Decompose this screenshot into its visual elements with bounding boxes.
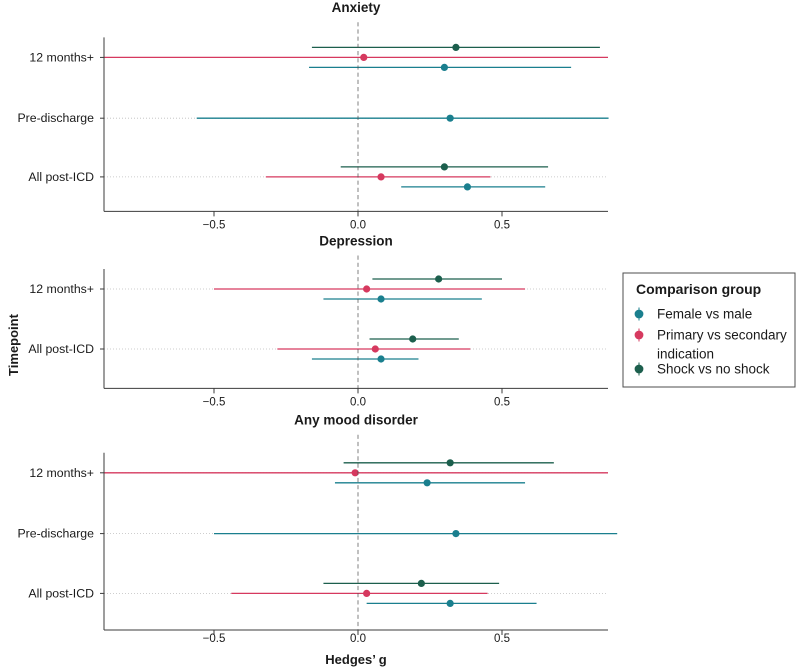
svg-text:0.5: 0.5 — [494, 633, 510, 645]
svg-text:Hedges’ g: Hedges’ g — [325, 652, 386, 667]
svg-text:12 months+: 12 months+ — [29, 50, 94, 64]
svg-text:Pre-discharge: Pre-discharge — [17, 527, 94, 541]
svg-text:Depression: Depression — [319, 234, 393, 249]
svg-text:All post-ICD: All post-ICD — [28, 586, 94, 600]
svg-text:Any mood disorder: Any mood disorder — [294, 413, 419, 428]
svg-text:0.0: 0.0 — [350, 397, 366, 409]
svg-text:−0.5: −0.5 — [203, 397, 226, 409]
svg-text:Primary vs secondary: Primary vs secondary — [657, 328, 787, 343]
svg-text:indication: indication — [657, 347, 714, 362]
svg-text:−0.5: −0.5 — [203, 633, 226, 645]
svg-text:0.0: 0.0 — [350, 220, 366, 232]
svg-text:Comparison group: Comparison group — [636, 281, 761, 297]
svg-text:Shock vs no shock: Shock vs no shock — [657, 362, 770, 377]
svg-text:All post-ICD: All post-ICD — [28, 342, 94, 356]
svg-text:Female vs male: Female vs male — [657, 307, 752, 322]
svg-text:Timepoint: Timepoint — [6, 313, 21, 376]
svg-text:−0.5: −0.5 — [203, 220, 226, 232]
svg-text:Anxiety: Anxiety — [332, 0, 381, 15]
svg-text:0.5: 0.5 — [494, 220, 510, 232]
svg-text:12 months+: 12 months+ — [29, 466, 94, 480]
svg-text:0.0: 0.0 — [350, 633, 366, 645]
svg-text:12 months+: 12 months+ — [29, 282, 94, 296]
svg-text:All post-ICD: All post-ICD — [28, 170, 94, 184]
svg-text:Pre-discharge: Pre-discharge — [17, 111, 94, 125]
svg-text:0.5: 0.5 — [494, 397, 510, 409]
